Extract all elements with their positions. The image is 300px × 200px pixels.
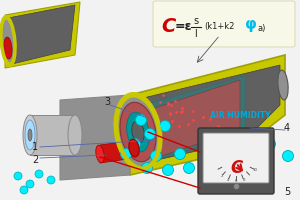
Text: 4: 4 xyxy=(227,178,230,182)
Text: =ε: =ε xyxy=(175,20,193,32)
Ellipse shape xyxy=(4,37,12,59)
Polygon shape xyxy=(155,80,240,158)
Circle shape xyxy=(136,114,146,126)
Ellipse shape xyxy=(23,115,37,155)
Text: 6: 6 xyxy=(235,180,237,184)
Circle shape xyxy=(241,144,251,156)
Text: a): a) xyxy=(257,23,266,32)
Circle shape xyxy=(205,150,215,162)
Circle shape xyxy=(163,164,173,176)
Ellipse shape xyxy=(127,112,149,152)
Circle shape xyxy=(142,162,152,173)
Text: 3: 3 xyxy=(104,97,110,107)
Text: φ: φ xyxy=(245,17,257,31)
Polygon shape xyxy=(60,95,130,180)
Circle shape xyxy=(184,162,194,173)
Text: 8: 8 xyxy=(242,178,245,182)
Text: C: C xyxy=(230,159,242,177)
FancyBboxPatch shape xyxy=(203,133,269,183)
Circle shape xyxy=(229,154,239,166)
Text: 2: 2 xyxy=(220,174,223,178)
Ellipse shape xyxy=(0,16,16,66)
Text: 2: 2 xyxy=(32,155,38,165)
Circle shape xyxy=(151,150,161,162)
Text: C: C xyxy=(161,17,175,36)
Text: 10: 10 xyxy=(253,168,258,172)
Circle shape xyxy=(47,176,55,184)
Text: AIR HUMIDITY: AIR HUMIDITY xyxy=(210,110,271,119)
Circle shape xyxy=(160,120,170,132)
Circle shape xyxy=(283,150,293,162)
Circle shape xyxy=(14,172,22,180)
Circle shape xyxy=(20,186,28,194)
Polygon shape xyxy=(148,76,245,162)
Circle shape xyxy=(256,154,266,166)
Polygon shape xyxy=(5,2,80,68)
Text: s: s xyxy=(193,16,198,26)
Polygon shape xyxy=(8,5,75,65)
Ellipse shape xyxy=(132,121,144,143)
Ellipse shape xyxy=(129,139,139,157)
Circle shape xyxy=(121,148,131,160)
Ellipse shape xyxy=(278,70,288,100)
Ellipse shape xyxy=(28,129,32,141)
Ellipse shape xyxy=(115,93,161,171)
Ellipse shape xyxy=(25,120,35,150)
Polygon shape xyxy=(100,140,135,163)
Ellipse shape xyxy=(96,145,104,163)
Circle shape xyxy=(175,148,185,160)
Text: 5: 5 xyxy=(284,187,290,197)
Circle shape xyxy=(265,138,275,150)
Circle shape xyxy=(35,170,43,178)
Polygon shape xyxy=(30,115,75,155)
Circle shape xyxy=(26,180,34,188)
FancyBboxPatch shape xyxy=(153,1,295,47)
FancyBboxPatch shape xyxy=(198,128,274,194)
Text: l: l xyxy=(194,29,197,39)
Text: 4: 4 xyxy=(284,123,290,133)
Polygon shape xyxy=(135,65,280,165)
Polygon shape xyxy=(130,55,285,175)
Circle shape xyxy=(130,138,140,150)
Circle shape xyxy=(145,129,155,140)
Text: 1: 1 xyxy=(32,142,38,152)
Text: (k1+k2: (k1+k2 xyxy=(204,21,234,30)
Ellipse shape xyxy=(120,102,156,162)
Circle shape xyxy=(214,138,224,150)
Ellipse shape xyxy=(68,115,82,155)
